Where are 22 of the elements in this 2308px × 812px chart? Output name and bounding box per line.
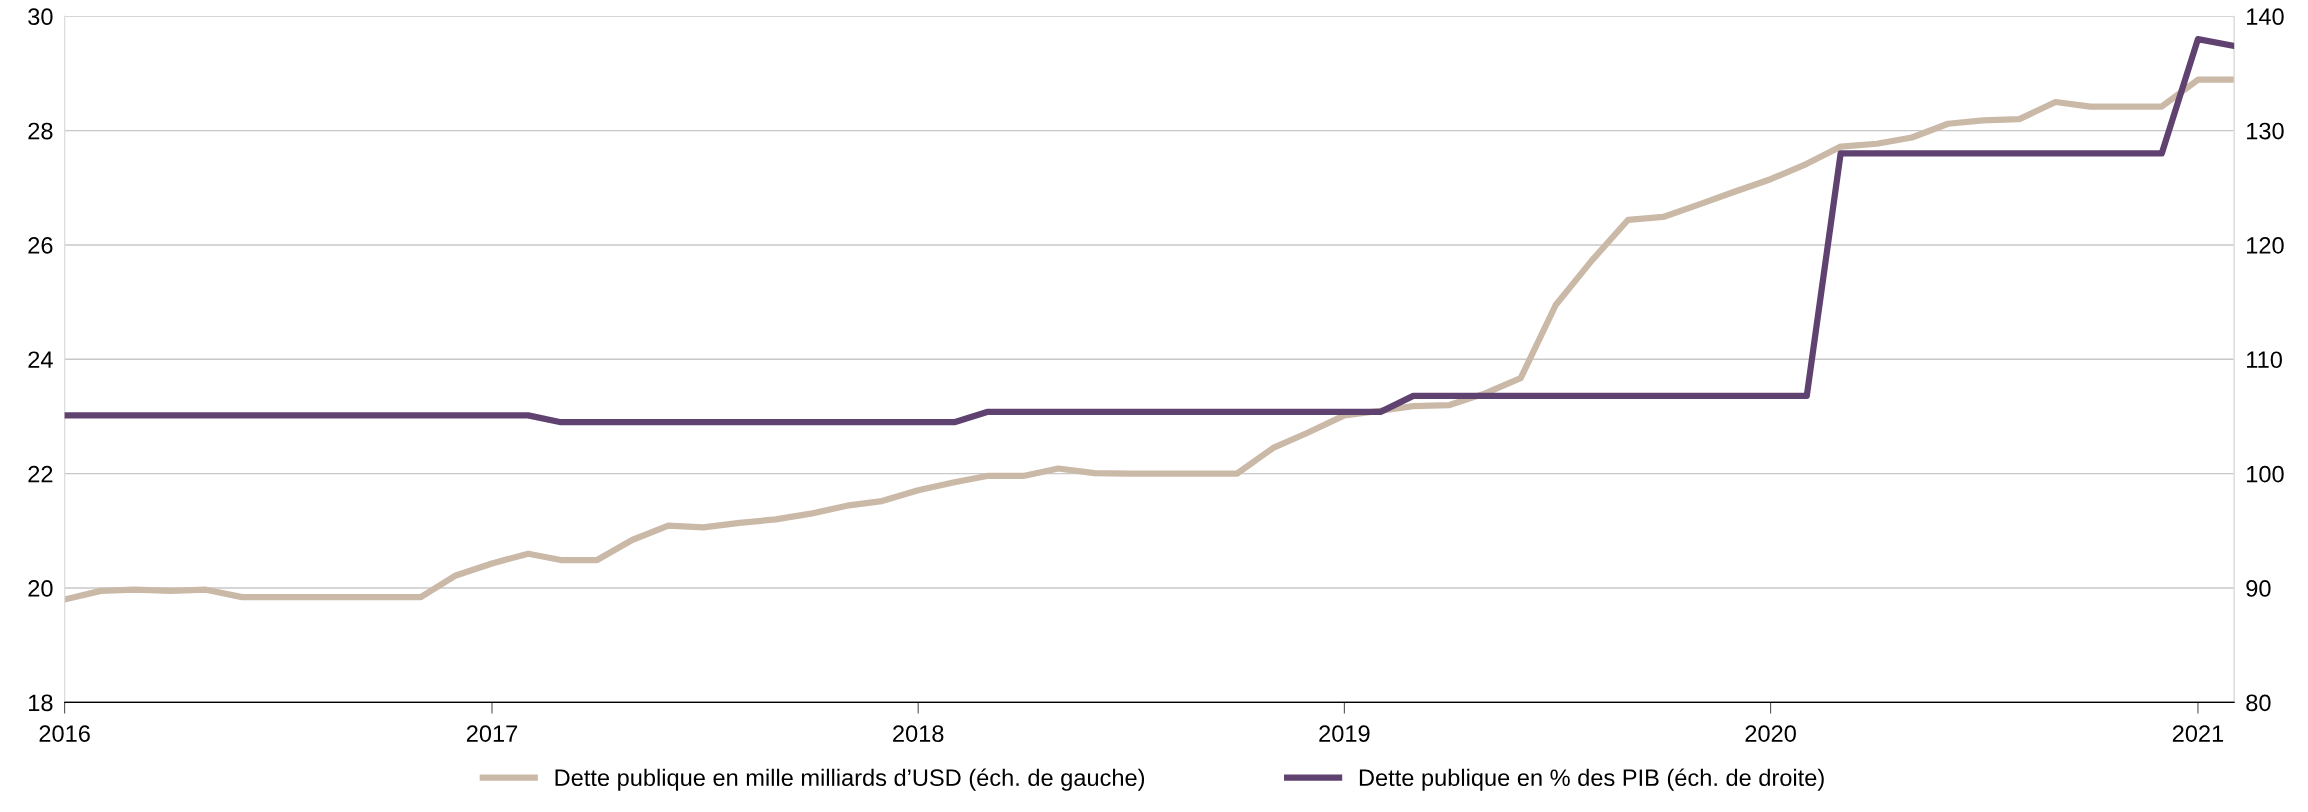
x-tick-label: 2018 <box>893 725 944 742</box>
y-tick-label: 28 <box>28 122 53 140</box>
y-tick-label: 20 <box>28 580 53 597</box>
legend-label: Dette publique en mille milliards d’USD (éch. de gauche) <box>555 768 1145 791</box>
y2-tick-label: 80 <box>2246 694 2271 712</box>
y2-tick-label: 100 <box>2247 465 2284 483</box>
y2-tick-label: 90 <box>2246 580 2271 597</box>
x-tick-label: 2021 <box>2172 725 2224 742</box>
legend-label: Dette publique en % des PIB (éch. de droite) <box>1359 768 1824 791</box>
y2-tick-label: 140 <box>2247 8 2284 26</box>
x-tick-label: 2020 <box>1745 725 1796 742</box>
y2-tick-label: 130 <box>2247 122 2284 140</box>
y-tick-label: 18 <box>29 694 53 712</box>
y-tick-label: 24 <box>28 351 53 368</box>
x-tick-label: 2017 <box>466 725 518 742</box>
y2-tick-label: 110 <box>2247 351 2282 369</box>
x-tick-label: 2016 <box>39 725 90 742</box>
y2-tick-label: 120 <box>2247 237 2284 254</box>
x-tick-label: 2019 <box>1319 725 1370 742</box>
y-tick-label: 26 <box>28 237 53 254</box>
y-tick-label: 30 <box>28 8 53 26</box>
y-tick-label: 22 <box>28 465 53 483</box>
